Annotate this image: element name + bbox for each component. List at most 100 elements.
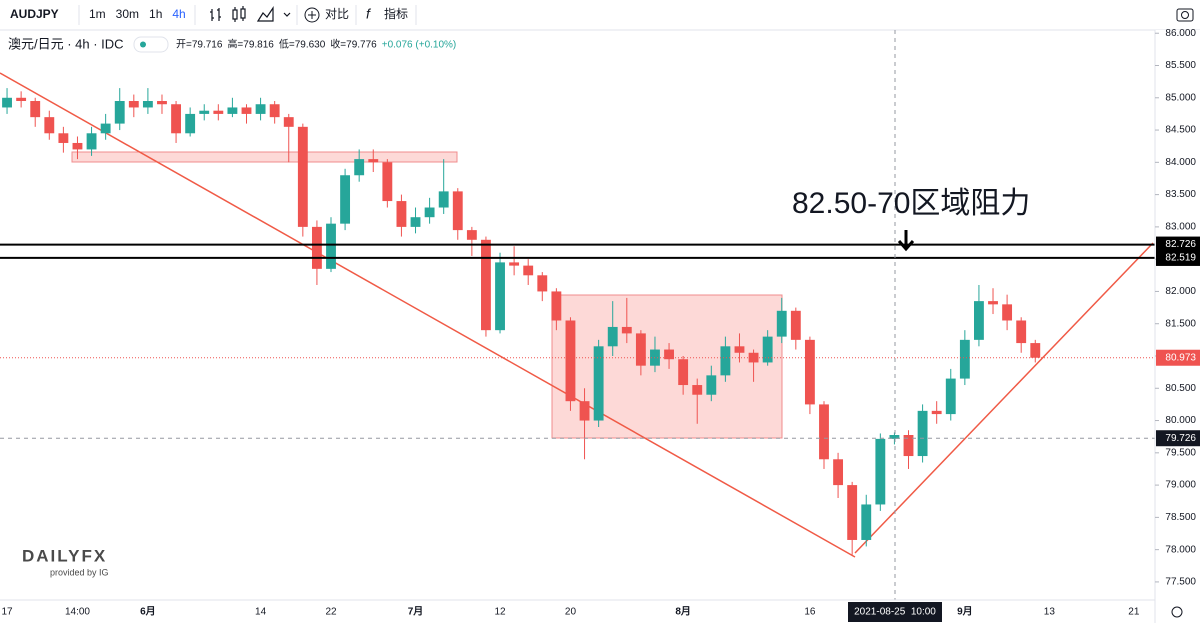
candle-body	[44, 117, 55, 134]
crosshair-time-label: 2021-08-25 10:00	[854, 607, 936, 618]
legend-dot	[140, 41, 146, 48]
indicator-icon[interactable]: f	[366, 6, 372, 22]
candle-body	[903, 435, 914, 457]
ohlc-value: 高=79.816	[227, 38, 274, 51]
candle-body	[931, 410, 942, 415]
x-tick-label: 14:00	[65, 607, 90, 618]
toolbar	[0, 0, 1200, 30]
candle-body	[157, 101, 167, 105]
camera-icon[interactable]	[1176, 8, 1194, 22]
candle-body	[142, 101, 153, 108]
interval-button[interactable]: 1m	[89, 7, 106, 21]
candle-body	[199, 110, 210, 114]
candle-body	[297, 126, 308, 227]
level-line-tag	[1156, 249, 1200, 266]
candle-body	[354, 159, 365, 176]
x-tick-label: 21	[1128, 607, 1140, 618]
y-tick-label: 79.000	[1165, 480, 1196, 491]
interval-button[interactable]: 1h	[149, 7, 162, 21]
settings-icon[interactable]	[1171, 606, 1183, 618]
candle-body	[86, 133, 97, 150]
candle-body	[988, 301, 998, 305]
candle-body	[776, 310, 787, 337]
candle-body	[790, 310, 801, 340]
indicators-button[interactable]: 指标	[384, 6, 408, 21]
ohlc-value: 低=79.630	[279, 38, 326, 51]
crosshair-time-tag	[848, 602, 942, 622]
candle-body	[340, 175, 351, 224]
ohlc-value: +0.076 (+0.10%)	[382, 40, 457, 51]
y-tick-label: 80.500	[1165, 383, 1196, 394]
candle-body	[945, 378, 956, 415]
x-tick-label: 17	[1, 607, 13, 618]
candle-body	[1002, 304, 1013, 321]
y-tick-label: 82.000	[1165, 286, 1196, 297]
candle-body	[396, 201, 407, 227]
x-tick-label: 13	[1044, 607, 1056, 618]
candle-body	[171, 104, 181, 134]
ohlc-value: 开=79.716	[176, 40, 223, 51]
trend-line	[854, 242, 1154, 554]
candle-body	[875, 438, 886, 505]
candle-body	[438, 191, 449, 208]
candle-body	[917, 410, 928, 457]
axes: 77.500 78.000 78.500 79.000 79.500 80.000 80.5…	[1, 28, 1200, 622]
candle-body	[678, 359, 689, 386]
candle-body	[692, 385, 703, 395]
compare-button[interactable]: 对比	[325, 7, 349, 21]
interval-button[interactable]: 30m	[116, 7, 139, 21]
candle-body	[100, 123, 111, 134]
legend-badge	[133, 36, 169, 53]
candle-body	[607, 326, 618, 347]
candle-body	[241, 107, 252, 114]
candle-body	[833, 459, 844, 486]
toolbar-icons[interactable]	[210, 6, 291, 22]
plot	[0, 30, 1155, 600]
candle-body	[974, 301, 984, 340]
candle-body	[720, 346, 731, 376]
compare-icon[interactable]	[304, 7, 320, 23]
x-tick-label: 14	[255, 607, 267, 618]
candle-body	[1030, 343, 1041, 358]
candle-body	[382, 162, 393, 202]
level-line-label: 82.726	[1165, 239, 1196, 250]
annotation-arrow	[897, 230, 915, 252]
candle-body	[410, 217, 421, 227]
candle-body	[16, 97, 27, 102]
x-tick-label: 7月	[408, 606, 424, 618]
interval-button[interactable]: 4h	[172, 7, 185, 21]
annotation: 82.50-70区域阻力	[792, 187, 1030, 220]
candle-body	[621, 326, 632, 334]
symbol[interactable]: AUDJPY	[10, 7, 59, 21]
compare-icon	[308, 11, 316, 19]
candle-body	[452, 191, 463, 231]
candle-body	[311, 226, 322, 269]
candle-body	[283, 117, 294, 127]
candle-body	[227, 107, 238, 114]
candle-body	[819, 404, 829, 460]
x-tick-label: 8月	[675, 606, 691, 618]
interval-group: 1m 30m 1h 4h	[89, 7, 186, 21]
candle-body	[58, 133, 69, 143]
watermark: DAILYFX	[22, 546, 107, 565]
y-tick-label: 78.500	[1165, 512, 1196, 523]
zone-rect	[71, 151, 458, 163]
y-tick-label: 84.500	[1165, 125, 1196, 136]
trend-line	[0, 72, 856, 558]
x-tick-label: 16	[804, 607, 816, 618]
candle-body	[255, 104, 266, 114]
crosshair-h-tag	[1156, 430, 1200, 447]
candle-body	[537, 275, 548, 292]
candle-body	[509, 262, 520, 266]
candle-body	[2, 97, 12, 108]
y-tick-label: 83.000	[1165, 222, 1196, 233]
level-line-label: 82.519	[1165, 253, 1196, 264]
candle-body	[861, 504, 872, 540]
candle-body	[30, 101, 41, 118]
x-tick-label: 22	[325, 607, 337, 618]
candle-body	[269, 104, 280, 118]
candle-body	[551, 291, 562, 321]
price-axis	[1155, 30, 1200, 623]
candle-body	[889, 435, 900, 439]
